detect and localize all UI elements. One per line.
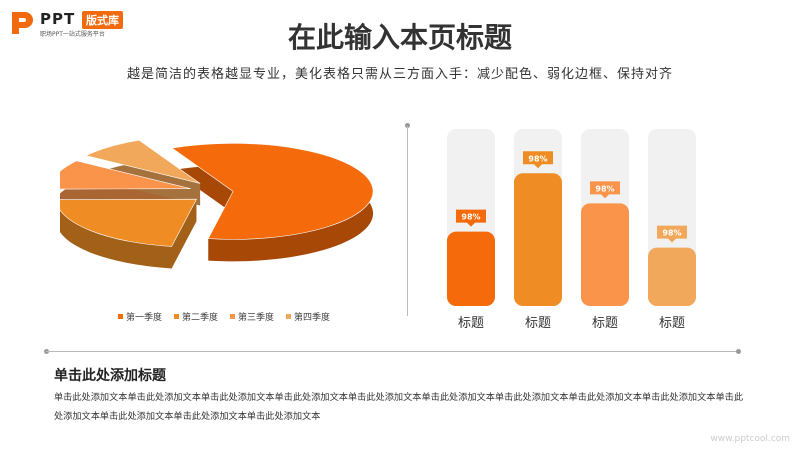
logo-p-icon — [12, 12, 33, 34]
pie-slice — [60, 198, 197, 247]
watermark: www.pptcool.com — [710, 434, 790, 444]
data-label: 98% — [461, 213, 480, 222]
data-label-callout — [590, 181, 620, 199]
legend-item: 第二季度 — [174, 310, 218, 323]
data-label: 98% — [595, 184, 614, 193]
pie-slice — [171, 143, 374, 240]
divider-dot — [405, 123, 410, 128]
vertical-divider — [407, 126, 408, 316]
page-subtitle: 越是简洁的表格越显专业，美化表格只需从三方面入手：减少配色、弱化边框、保持对齐 — [126, 67, 673, 82]
pie-slice — [60, 160, 191, 190]
section-title[interactable]: 单击此处添加标题 — [54, 368, 166, 384]
bar — [447, 231, 495, 306]
legend-label: 第二季度 — [182, 313, 219, 323]
brand-name: PPT — [40, 10, 76, 28]
bar — [514, 173, 562, 306]
category-label: 标题 — [659, 316, 685, 331]
page-title: 在此输入本页标题 — [287, 21, 512, 54]
bar-chart: 98% 标题 98% 标题 98% 标题 98% 标题 — [447, 129, 696, 331]
category-label: 标题 — [525, 316, 551, 331]
horizontal-divider — [46, 351, 739, 352]
legend-label: 第一季度 — [126, 313, 163, 323]
bar — [581, 203, 629, 306]
category-label: 标题 — [458, 316, 484, 331]
category-label: 标题 — [592, 316, 618, 331]
divider-dot — [736, 349, 741, 354]
legend-swatch — [286, 314, 292, 319]
pie-slice-side — [60, 199, 197, 269]
pie-slice — [85, 139, 201, 184]
legend-swatch — [118, 314, 123, 319]
data-label: 98% — [662, 229, 681, 238]
pie-chart — [60, 139, 374, 269]
bar — [648, 247, 696, 306]
legend-item: 第一季度 — [118, 310, 162, 323]
legend-label: 第四季度 — [294, 313, 331, 323]
legend-item: 第四季度 — [286, 310, 330, 323]
data-label-callout — [456, 209, 486, 227]
legend-item: 第三季度 — [230, 310, 274, 323]
data-label-callout — [523, 151, 553, 169]
brand-badge: 版式库 — [82, 11, 123, 29]
pie-slice-side — [60, 160, 191, 212]
data-label: 98% — [528, 154, 547, 163]
brand-logo: PPT 版式库 职场PPT一站式服务平台 — [10, 8, 160, 38]
data-label-callout — [657, 225, 687, 243]
brand-tagline: 职场PPT一站式服务平台 — [40, 31, 105, 38]
legend-label: 第三季度 — [238, 313, 275, 323]
section-body[interactable]: 单击此处添加文本单击此处添加文本单击此处添加文本单击此处添加文本单击此处添加文本… — [54, 392, 744, 422]
pie-legend: 第一季度 第二季度 第三季度 第四季度 — [118, 310, 330, 323]
legend-swatch — [230, 314, 236, 319]
legend-swatch — [174, 314, 180, 319]
